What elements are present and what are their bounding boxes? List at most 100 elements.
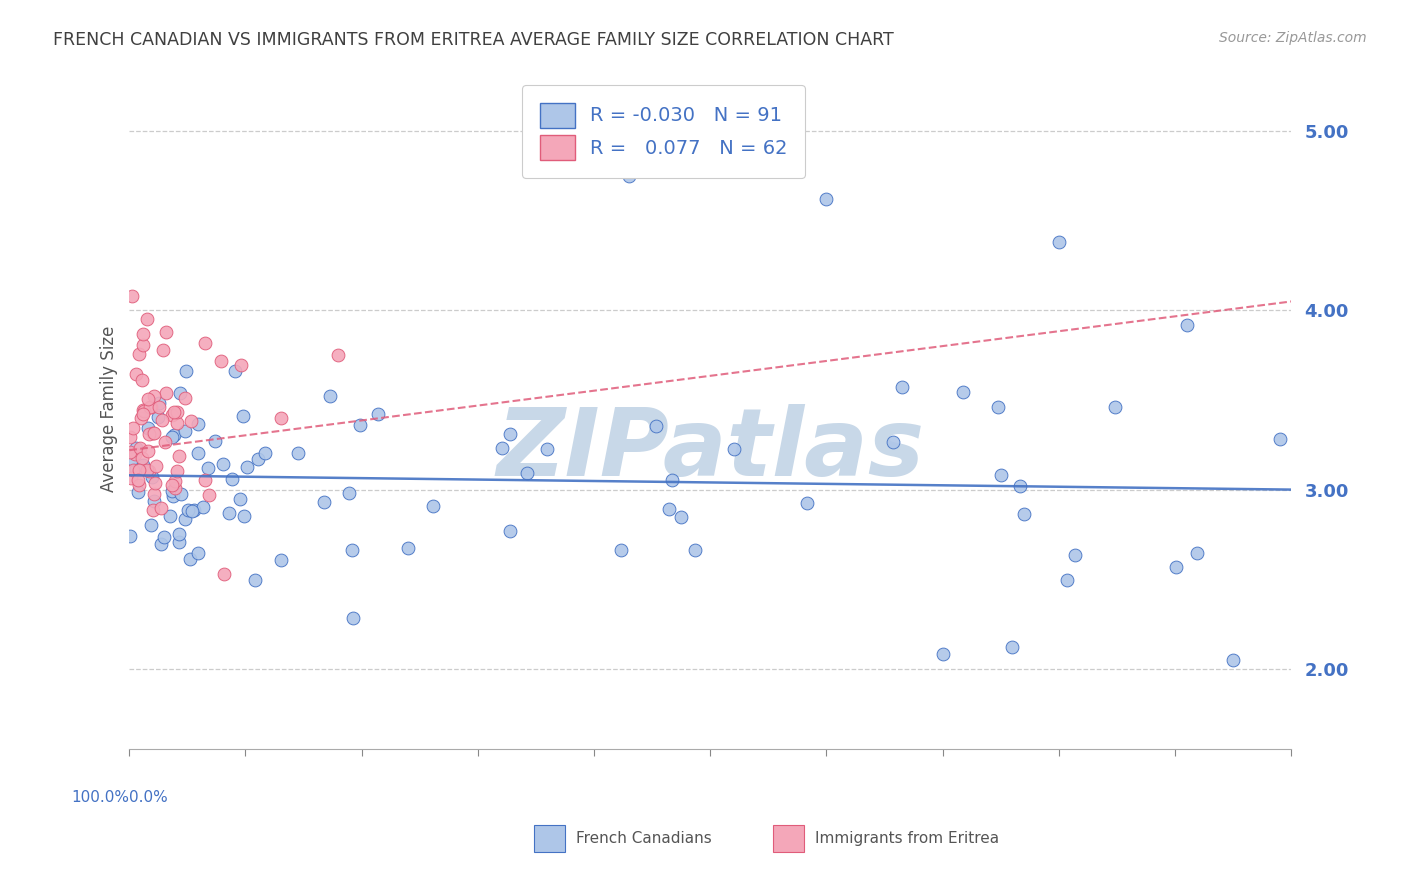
Point — [136, 420, 159, 434]
Point — [328, 348, 350, 362]
Point — [231, 359, 253, 373]
Point — [155, 325, 177, 339]
Point — [247, 451, 270, 466]
Point — [122, 463, 145, 477]
Point — [177, 503, 200, 517]
Point — [499, 524, 522, 538]
Point — [176, 364, 198, 378]
Text: French Canadians: French Canadians — [576, 831, 713, 846]
Point — [1010, 479, 1032, 493]
Point — [645, 419, 668, 434]
Point — [658, 501, 681, 516]
Point — [1164, 560, 1187, 574]
Point — [166, 404, 188, 418]
Point — [148, 400, 170, 414]
Point — [198, 488, 221, 502]
Point — [139, 518, 162, 533]
Point — [796, 496, 818, 510]
Point — [142, 425, 165, 440]
Point — [131, 374, 153, 388]
Point — [160, 408, 183, 422]
Point — [131, 450, 153, 465]
Point — [340, 543, 363, 558]
Point — [149, 537, 172, 551]
Point — [236, 459, 259, 474]
Text: Source: ZipAtlas.com: Source: ZipAtlas.com — [1219, 31, 1367, 45]
Point — [162, 478, 184, 492]
Point — [160, 430, 183, 444]
Point — [204, 434, 226, 448]
Point — [1268, 433, 1291, 447]
Point — [931, 648, 953, 662]
Point — [136, 463, 159, 477]
Point — [120, 529, 142, 543]
Point — [138, 426, 160, 441]
Point — [191, 500, 214, 515]
Point — [132, 403, 155, 417]
Point — [166, 464, 188, 478]
Point — [229, 492, 252, 507]
Point — [163, 474, 186, 488]
Point — [243, 573, 266, 587]
Point — [610, 542, 633, 557]
Point — [150, 500, 173, 515]
Point — [536, 442, 558, 456]
Point — [197, 461, 219, 475]
Point — [120, 430, 142, 444]
Point — [167, 534, 190, 549]
Point — [132, 407, 155, 421]
Point — [162, 483, 184, 498]
Point — [145, 458, 167, 473]
Point — [136, 392, 159, 406]
Point — [1014, 507, 1036, 521]
Point — [165, 481, 187, 495]
Point — [270, 411, 292, 425]
Y-axis label: Average Family Size: Average Family Size — [100, 326, 118, 492]
Point — [212, 566, 235, 581]
Point — [314, 495, 336, 509]
Point — [685, 543, 707, 558]
Point — [1222, 653, 1244, 667]
Point — [128, 463, 150, 477]
Point — [142, 503, 165, 517]
Point — [990, 467, 1012, 482]
Point — [209, 354, 232, 368]
Point — [254, 445, 277, 459]
Point — [180, 414, 202, 428]
Point — [221, 472, 243, 486]
Point — [1063, 548, 1085, 562]
Point — [142, 493, 165, 508]
Point — [187, 417, 209, 431]
Point — [139, 400, 162, 414]
Point — [187, 446, 209, 460]
Text: FRENCH CANADIAN VS IMMIGRANTS FROM ERITREA AVERAGE FAMILY SIZE CORRELATION CHART: FRENCH CANADIAN VS IMMIGRANTS FROM ERITR… — [53, 31, 894, 49]
Point — [141, 470, 163, 484]
Point — [174, 424, 197, 438]
Text: 100.0%: 100.0% — [72, 790, 129, 805]
Point — [159, 508, 181, 523]
Point — [131, 338, 153, 352]
Point — [187, 545, 209, 559]
Point — [617, 169, 640, 183]
Point — [349, 417, 371, 432]
Point — [148, 396, 170, 410]
Point — [723, 442, 745, 456]
Point — [152, 413, 174, 427]
Point — [128, 442, 150, 456]
Point — [882, 435, 904, 450]
Point — [139, 400, 162, 414]
Point — [1047, 235, 1070, 250]
Point — [136, 444, 159, 458]
Point — [319, 389, 342, 403]
Point — [122, 421, 145, 435]
Point — [181, 504, 204, 518]
Point — [167, 527, 190, 541]
Point — [128, 478, 150, 492]
Point — [1175, 318, 1198, 332]
Text: Immigrants from Eritrea: Immigrants from Eritrea — [815, 831, 1000, 846]
Point — [163, 405, 186, 419]
Point — [125, 367, 148, 381]
Point — [148, 409, 170, 424]
Text: 0.0%: 0.0% — [129, 790, 167, 805]
Point — [124, 447, 146, 461]
